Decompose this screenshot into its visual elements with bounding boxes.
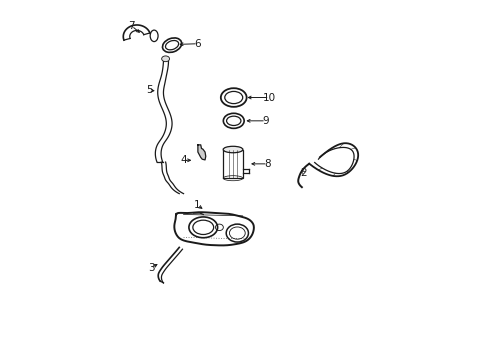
Text: 5: 5 — [146, 85, 152, 95]
Text: 6: 6 — [194, 39, 201, 49]
Text: 2: 2 — [300, 168, 306, 178]
Text: 4: 4 — [180, 155, 186, 165]
Ellipse shape — [223, 146, 243, 153]
Text: 9: 9 — [262, 116, 269, 126]
Text: 8: 8 — [264, 159, 270, 169]
Text: 3: 3 — [148, 263, 154, 273]
Polygon shape — [198, 145, 205, 160]
Text: 1: 1 — [193, 200, 200, 210]
Text: 7: 7 — [128, 21, 135, 31]
Bar — [223, 149, 243, 178]
Ellipse shape — [162, 56, 169, 62]
Text: 10: 10 — [263, 93, 276, 103]
